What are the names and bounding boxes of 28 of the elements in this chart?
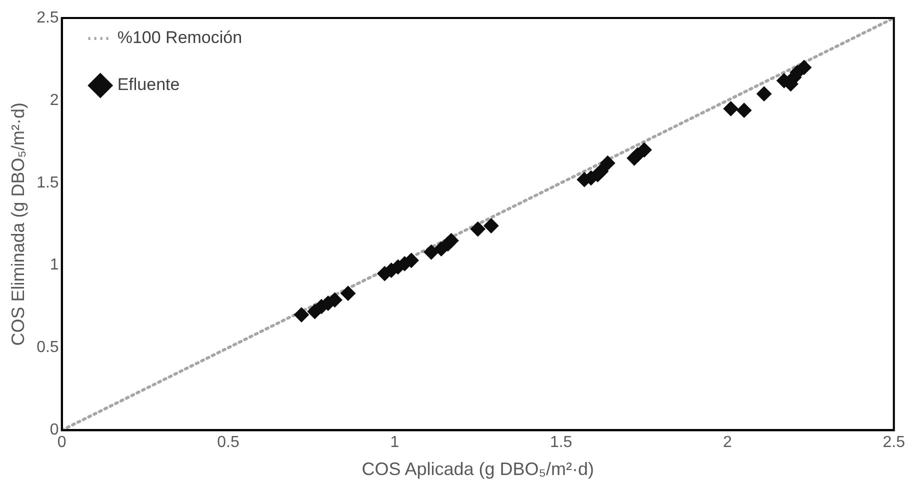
y-axis-title: COS Eliminada (g DBO₅/m²·d)	[8, 102, 28, 346]
point	[294, 307, 309, 322]
point	[756, 86, 772, 102]
point	[600, 156, 616, 171]
y-tick-label: 1.5	[36, 174, 59, 192]
y-tick-label: 2.5	[36, 9, 59, 26]
point	[594, 164, 608, 179]
x-tick-label: 0.5	[217, 434, 240, 452]
y-tick-label: 1	[50, 256, 59, 274]
x-tick-label: 2	[723, 434, 732, 452]
y-tick-label: 2	[50, 92, 59, 109]
point	[340, 286, 356, 301]
point	[636, 142, 652, 158]
point	[444, 233, 459, 248]
point	[736, 102, 752, 118]
legend-label: Efluente	[117, 75, 180, 94]
x-axis-title: COS Aplicada (g DBO₅/m²·d)	[362, 459, 594, 480]
point	[796, 60, 812, 75]
x-tick-label: 1	[390, 434, 400, 452]
y-tick-label: 0	[50, 422, 59, 439]
point	[470, 222, 486, 237]
point	[723, 101, 738, 116]
y-tick-label: 0.5	[36, 339, 59, 356]
x-tick-label: 1.5	[550, 434, 572, 452]
x-tick-label: 2.5	[882, 434, 906, 452]
point	[424, 244, 439, 260]
point	[484, 218, 499, 234]
legend-label: %100 Remoción	[117, 28, 242, 48]
